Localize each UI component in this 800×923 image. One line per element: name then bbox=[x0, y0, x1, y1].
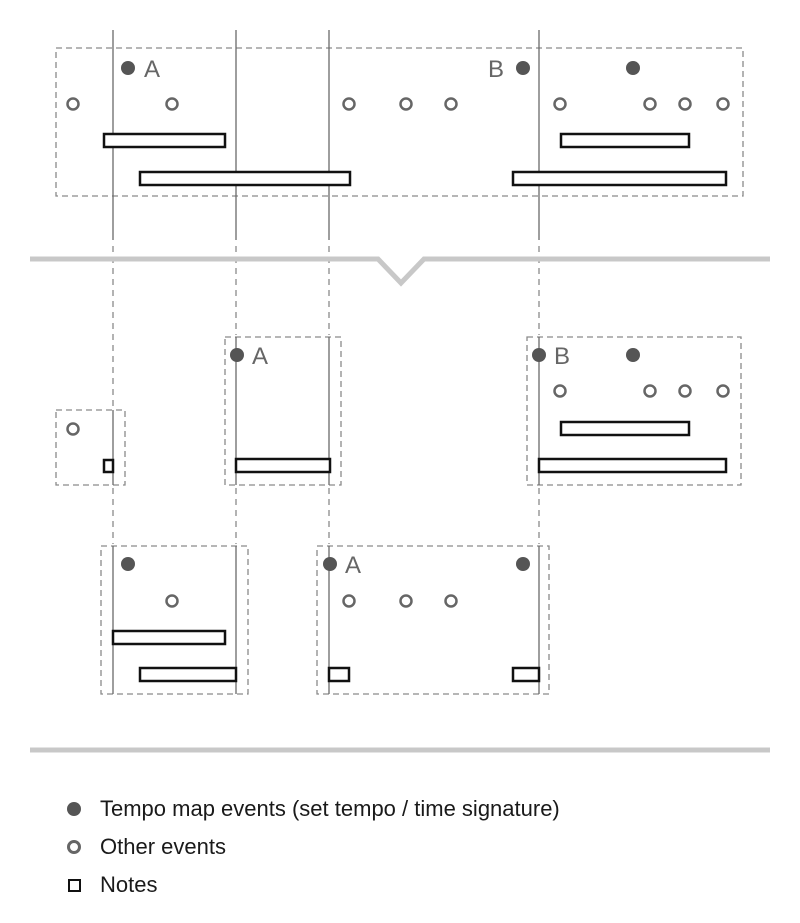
filled-circle-icon bbox=[67, 802, 81, 816]
other-event bbox=[66, 422, 80, 436]
note bbox=[234, 457, 332, 474]
legend-label-tempo: Tempo map events (set tempo / time signa… bbox=[100, 796, 560, 821]
box bbox=[224, 336, 342, 486]
note bbox=[138, 170, 352, 187]
legend-item-notes: Notes bbox=[64, 866, 560, 904]
tempo-event bbox=[626, 348, 640, 362]
legend-item-other: Other events bbox=[64, 828, 560, 866]
guide-lines bbox=[112, 246, 540, 544]
box bbox=[100, 545, 249, 695]
note bbox=[559, 420, 691, 437]
other-event bbox=[165, 97, 179, 111]
tempo-event bbox=[626, 61, 640, 75]
other-event bbox=[444, 594, 458, 608]
note bbox=[111, 629, 227, 646]
other-event bbox=[342, 97, 356, 111]
note bbox=[138, 666, 238, 683]
note bbox=[511, 170, 728, 187]
tempo-event bbox=[121, 61, 135, 75]
box bbox=[55, 409, 126, 486]
note bbox=[511, 666, 541, 683]
legend-label-other: Other events bbox=[100, 834, 226, 859]
other-event bbox=[643, 384, 657, 398]
tempo-event bbox=[121, 557, 135, 571]
other-event bbox=[342, 594, 356, 608]
note bbox=[537, 457, 728, 474]
marker-label-a: A bbox=[345, 552, 361, 579]
part-1 bbox=[55, 409, 126, 486]
tempo-event bbox=[516, 557, 530, 571]
box bbox=[526, 336, 742, 486]
split-divider-arrow bbox=[30, 256, 770, 287]
source-segment: A B bbox=[55, 30, 744, 240]
tempo-event bbox=[532, 348, 546, 362]
source-segment-box bbox=[55, 47, 744, 197]
tempo-event bbox=[230, 348, 244, 362]
other-event bbox=[643, 97, 657, 111]
legend-item-tempo: Tempo map events (set tempo / time signa… bbox=[64, 790, 560, 828]
tempo-event bbox=[323, 557, 337, 571]
part-4 bbox=[100, 545, 249, 695]
marker-label-b: B bbox=[554, 343, 570, 370]
box bbox=[316, 545, 550, 695]
other-event bbox=[678, 97, 692, 111]
note bbox=[102, 458, 115, 474]
marker-label-a: A bbox=[144, 56, 160, 83]
legend: Tempo map events (set tempo / time signa… bbox=[64, 790, 560, 904]
other-event bbox=[716, 97, 730, 111]
other-event bbox=[399, 97, 413, 111]
legend-label-notes: Notes bbox=[100, 872, 158, 897]
note bbox=[559, 132, 691, 149]
other-event bbox=[444, 97, 458, 111]
tempo-event bbox=[516, 61, 530, 75]
note bbox=[327, 666, 351, 683]
part-2: A bbox=[224, 336, 342, 486]
other-event bbox=[165, 594, 179, 608]
other-event bbox=[553, 384, 567, 398]
other-event bbox=[399, 594, 413, 608]
part-3: B bbox=[526, 336, 742, 486]
marker-label-a: A bbox=[252, 343, 268, 370]
open-circle-icon bbox=[67, 840, 81, 854]
note-square-icon bbox=[67, 878, 81, 892]
other-event bbox=[716, 384, 730, 398]
marker-label-b: B bbox=[488, 56, 504, 83]
part-5: A bbox=[316, 545, 550, 695]
other-event bbox=[678, 384, 692, 398]
other-event bbox=[553, 97, 567, 111]
other-event bbox=[66, 97, 80, 111]
note bbox=[102, 132, 227, 149]
